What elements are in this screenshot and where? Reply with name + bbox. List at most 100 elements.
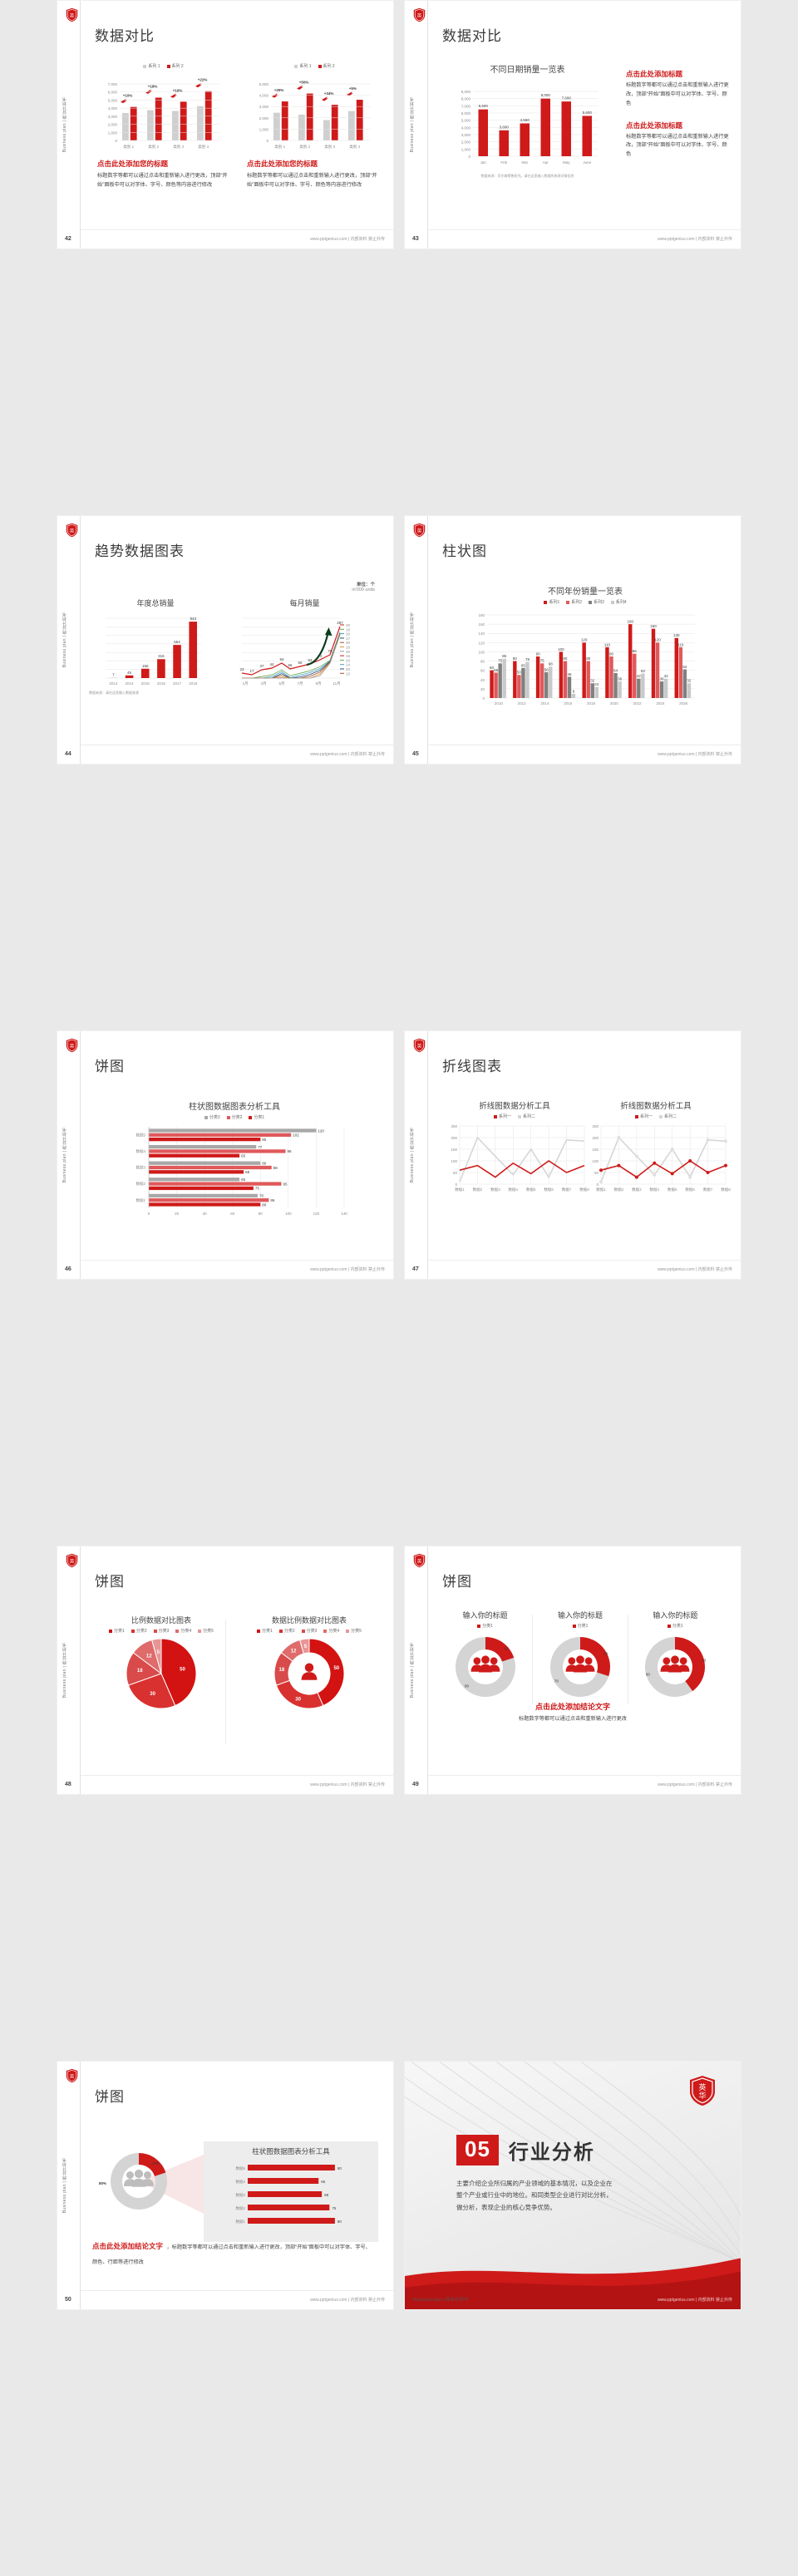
svg-text:+34%: +34% <box>324 91 334 96</box>
svg-text:+16%: +16% <box>173 88 183 92</box>
brand-shield-icon: 英 华 <box>689 2075 716 2107</box>
slide-44: 英 Business plan | 商业计划书 44 www.pptgenius.co… <box>57 515 394 764</box>
page-number: 46 <box>65 1266 71 1272</box>
svg-text:70: 70 <box>554 1679 559 1683</box>
svg-text:68: 68 <box>245 1170 250 1174</box>
text-block: 点击此处添加标题 标题数字等都可以通过点击和重新输入进行更改，顶部“开始”面板中… <box>626 69 730 109</box>
svg-text:数据4: 数据4 <box>650 1187 660 1192</box>
footer-url: www.pptgenius.com | 内部资料 禁止外传 <box>658 237 732 242</box>
svg-text:60: 60 <box>480 669 485 673</box>
svg-text:96: 96 <box>633 649 638 653</box>
svg-text:5,600: 5,600 <box>583 111 593 115</box>
svg-text:2010: 2010 <box>495 701 504 705</box>
svg-text:数据4: 数据4 <box>135 1148 145 1154</box>
svg-text:60: 60 <box>490 666 495 670</box>
sidebar-divider <box>427 1546 428 1794</box>
footer-url: www.pptgenius.com | 内部资料 禁止外传 <box>658 1267 732 1272</box>
bar <box>521 667 525 698</box>
slide-49: 英 Business plan | 商业计划书 49 www.pptgenius.co… <box>404 1546 741 1795</box>
svg-text:250: 250 <box>592 1124 598 1128</box>
slide-50: 英 Business plan | 商业计划书 50 www.pptgenius.co… <box>57 2061 394 2310</box>
legend-item: 系列 2 <box>166 63 184 69</box>
svg-text:20%: 20% <box>151 2161 159 2166</box>
bar <box>674 637 678 698</box>
svg-text:+18%: +18% <box>148 85 158 89</box>
svg-text:2014: 2014 <box>126 681 135 686</box>
chart-title: 每月销量 <box>289 599 320 607</box>
page-number: 48 <box>65 1782 71 1787</box>
bar <box>149 1144 257 1149</box>
svg-text:54: 54 <box>613 668 618 672</box>
svg-text:类别 3: 类别 3 <box>324 144 335 150</box>
section-number: 05 <box>456 2135 499 2166</box>
donut-block-1: 输入你的标题 分类1 20 80 <box>438 1610 532 1709</box>
data-point <box>634 1154 638 1158</box>
svg-text:11月: 11月 <box>332 681 340 686</box>
svg-text:45: 45 <box>127 671 132 675</box>
chart-title: 折线图数据分析工具 <box>479 1102 550 1111</box>
bar <box>559 651 564 698</box>
svg-text:3,000: 3,000 <box>259 105 269 109</box>
legend-item: 系列 1 <box>294 63 312 69</box>
svg-text:英: 英 <box>417 1042 422 1049</box>
bar-series2 <box>204 91 212 140</box>
svg-text:17: 17 <box>346 637 351 641</box>
data-point <box>706 1138 710 1142</box>
slide-title: 数据对比 <box>442 28 502 44</box>
legend-item: 分类2 <box>278 1628 295 1634</box>
svg-text:160: 160 <box>478 622 485 627</box>
caption-title: 点击此处添加您的标题 <box>97 160 169 168</box>
svg-text:3,000: 3,000 <box>108 115 118 119</box>
svg-text:5,000: 5,000 <box>461 119 471 123</box>
svg-text:30: 30 <box>603 1652 608 1656</box>
row-separator <box>57 1288 741 1296</box>
bar <box>641 673 645 698</box>
svg-text:3,600: 3,600 <box>500 125 510 129</box>
bar <box>189 622 198 678</box>
svg-text:85: 85 <box>502 654 507 658</box>
block-title: 点击此处添加标题 <box>626 70 683 78</box>
svg-text:80%: 80% <box>99 2181 106 2185</box>
svg-text:数据8: 数据8 <box>579 1187 589 1192</box>
svg-text:数据3: 数据3 <box>135 1165 145 1171</box>
legend-item: 系列 1 <box>143 63 160 69</box>
bar <box>173 645 181 678</box>
svg-text:50: 50 <box>594 1171 599 1175</box>
slide-title: 饼图 <box>95 1059 125 1074</box>
chart-right: 系列 1 系列 2 +25% 类别 1 +50% 类别 2 +34% 类别 3 +5% 类别 4… <box>242 61 387 156</box>
legend-item: 分类2 <box>131 1628 147 1634</box>
svg-text:1,000: 1,000 <box>259 127 269 131</box>
svg-text:60: 60 <box>230 1212 235 1216</box>
bar <box>149 1177 240 1182</box>
caption-title: 点击此处添加您的标题 <box>247 160 318 168</box>
bar <box>540 98 550 156</box>
data-point <box>688 1175 692 1179</box>
chart-legend: 系列一 系列二 <box>440 1113 589 1119</box>
footer-divider <box>81 1775 393 1776</box>
data-point <box>706 1171 710 1174</box>
bar <box>498 663 502 698</box>
svg-text:65: 65 <box>521 663 526 667</box>
bar <box>478 109 488 156</box>
bar-series2 <box>155 97 162 140</box>
bar <box>517 675 521 698</box>
svg-text:80: 80 <box>262 1138 267 1142</box>
line-series-2 <box>459 1136 585 1182</box>
svg-text:200: 200 <box>592 1136 598 1140</box>
svg-text:数据4: 数据4 <box>509 1187 519 1192</box>
svg-text:数据5: 数据5 <box>235 2166 245 2171</box>
legend-item: 分类2 <box>226 1114 242 1120</box>
people-icon <box>470 1655 500 1673</box>
svg-text:类别 4: 类别 4 <box>349 144 360 150</box>
svg-text:80: 80 <box>259 1212 264 1216</box>
sidebar-divider <box>427 1031 428 1279</box>
svg-text:7,000: 7,000 <box>461 104 471 108</box>
svg-text:20: 20 <box>346 650 351 654</box>
svg-text:80: 80 <box>262 1202 267 1207</box>
svg-text:8,000: 8,000 <box>541 93 551 97</box>
bar <box>513 661 517 698</box>
data-point <box>688 1159 692 1163</box>
bar <box>633 653 637 698</box>
svg-text:2018: 2018 <box>189 681 198 686</box>
svg-text:50: 50 <box>180 1668 185 1673</box>
